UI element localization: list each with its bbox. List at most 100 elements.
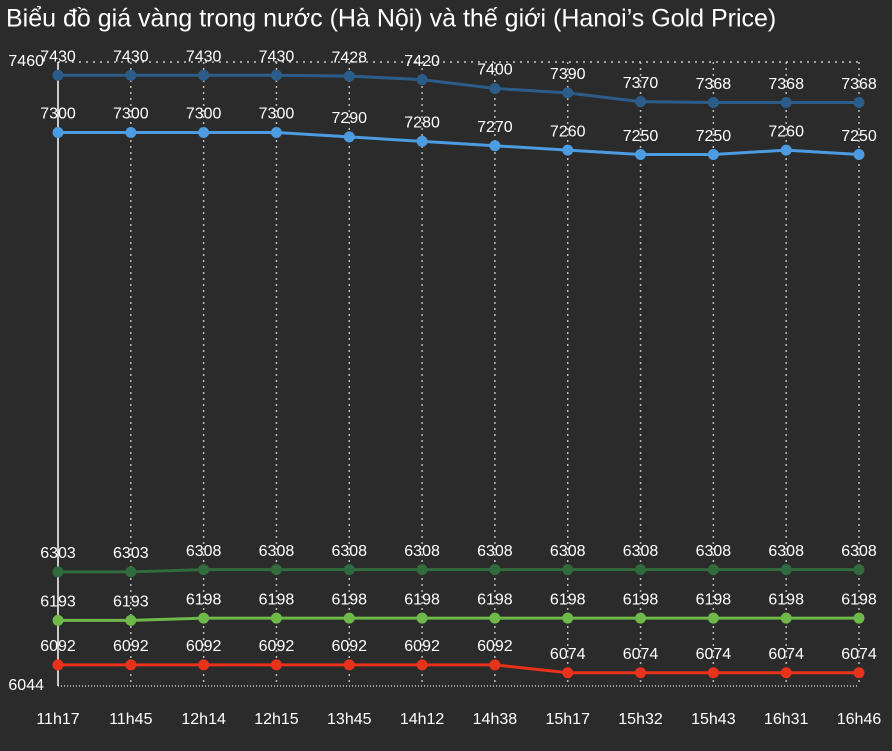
data-point <box>416 135 428 147</box>
data-point <box>635 96 647 108</box>
data-label: 6308 <box>768 543 804 560</box>
x-tick-label: 12h15 <box>254 711 299 728</box>
data-point <box>125 614 137 626</box>
series-line <box>58 131 860 157</box>
data-point <box>562 144 574 156</box>
data-label: 6198 <box>623 591 659 608</box>
data-point <box>853 667 865 679</box>
data-label: 6198 <box>331 591 367 608</box>
data-label: 7368 <box>768 76 804 93</box>
data-point <box>52 69 64 81</box>
data-point <box>416 659 428 671</box>
data-point <box>125 659 137 671</box>
data-label: 7280 <box>404 115 440 132</box>
data-label: 7260 <box>550 123 586 140</box>
data-point <box>635 612 647 624</box>
data-label: 6074 <box>623 646 659 663</box>
data-label: 6092 <box>40 638 76 655</box>
data-point <box>562 612 574 624</box>
data-label: 7400 <box>477 62 513 79</box>
data-label: 7250 <box>696 128 732 145</box>
data-point <box>416 74 428 86</box>
data-point <box>416 612 428 624</box>
data-label: 6308 <box>477 543 513 560</box>
data-point <box>707 149 719 161</box>
series-line <box>58 73 859 105</box>
data-label: 6308 <box>550 543 586 560</box>
data-point <box>125 69 137 81</box>
data-label: 6092 <box>404 638 440 655</box>
data-label: 7300 <box>40 106 76 123</box>
data-label: 7300 <box>186 106 222 123</box>
data-label: 6308 <box>259 543 295 560</box>
data-point <box>853 612 865 624</box>
data-point <box>343 564 355 576</box>
data-point <box>780 667 792 679</box>
data-point <box>635 149 647 161</box>
data-point <box>270 127 282 139</box>
data-point <box>52 614 64 626</box>
data-label: 6198 <box>550 591 586 608</box>
data-label: 7428 <box>331 49 367 66</box>
data-label: 6303 <box>113 545 149 562</box>
data-point <box>198 612 210 624</box>
data-point <box>343 131 355 143</box>
data-label: 6074 <box>768 646 804 663</box>
data-point <box>489 612 501 624</box>
data-point <box>52 566 64 578</box>
data-label: 6198 <box>259 591 295 608</box>
data-point <box>198 127 210 139</box>
data-label: 6074 <box>696 646 732 663</box>
data-label: 6193 <box>113 594 149 611</box>
data-label: 7430 <box>259 48 295 65</box>
data-label: 6198 <box>696 591 732 608</box>
data-label: 6308 <box>623 543 659 560</box>
x-tick-label: 16h31 <box>764 711 809 728</box>
data-point <box>343 70 355 82</box>
x-tick-label: 13h45 <box>327 711 372 728</box>
data-point <box>853 97 865 109</box>
data-point <box>635 564 647 576</box>
data-point <box>707 97 719 109</box>
y-tick-label: 7460 <box>8 53 44 70</box>
data-label: 7250 <box>841 128 877 145</box>
data-label: 6198 <box>186 591 222 608</box>
data-label: 6303 <box>40 545 76 562</box>
data-point <box>125 566 137 578</box>
data-point <box>489 659 501 671</box>
data-label: 7420 <box>404 53 440 70</box>
data-point <box>707 564 719 576</box>
x-tick-label: 14h12 <box>400 711 445 728</box>
data-label: 6308 <box>696 543 732 560</box>
data-label: 6092 <box>477 638 513 655</box>
data-label: 7270 <box>477 119 513 136</box>
data-label: 6308 <box>331 543 367 560</box>
data-label: 7260 <box>768 123 804 140</box>
data-point <box>52 659 64 671</box>
data-label: 7430 <box>186 48 222 65</box>
data-label: 7370 <box>623 75 659 92</box>
data-label: 6308 <box>404 543 440 560</box>
data-label: 6308 <box>186 543 222 560</box>
data-point <box>270 612 282 624</box>
x-tick-label: 16h46 <box>837 711 882 728</box>
data-label: 6074 <box>550 646 586 663</box>
data-point <box>853 564 865 576</box>
x-tick-label: 15h43 <box>691 711 736 728</box>
x-tick-label: 11h45 <box>109 711 152 728</box>
data-point <box>707 612 719 624</box>
x-tick-label: 15h32 <box>618 711 663 728</box>
data-point <box>198 659 210 671</box>
x-tick-label: 12h14 <box>181 711 226 728</box>
data-point <box>270 659 282 671</box>
data-point <box>780 564 792 576</box>
data-point <box>562 667 574 679</box>
data-point <box>780 144 792 156</box>
x-tick-label: 15h17 <box>545 711 590 728</box>
data-label: 6092 <box>331 638 367 655</box>
data-point <box>343 659 355 671</box>
data-point <box>270 564 282 576</box>
data-label: 6092 <box>259 638 295 655</box>
